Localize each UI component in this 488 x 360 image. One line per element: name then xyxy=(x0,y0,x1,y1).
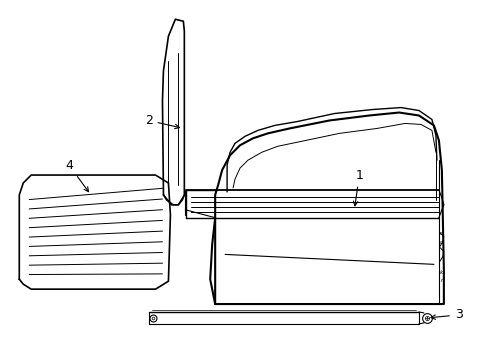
Text: 1: 1 xyxy=(353,168,363,206)
Text: 4: 4 xyxy=(65,159,88,192)
Text: n: n xyxy=(439,230,443,235)
Text: n: n xyxy=(439,240,443,246)
Text: k: k xyxy=(439,270,443,275)
Text: r: r xyxy=(440,278,442,283)
Text: 2: 2 xyxy=(144,114,179,129)
Text: 3: 3 xyxy=(430,309,462,321)
